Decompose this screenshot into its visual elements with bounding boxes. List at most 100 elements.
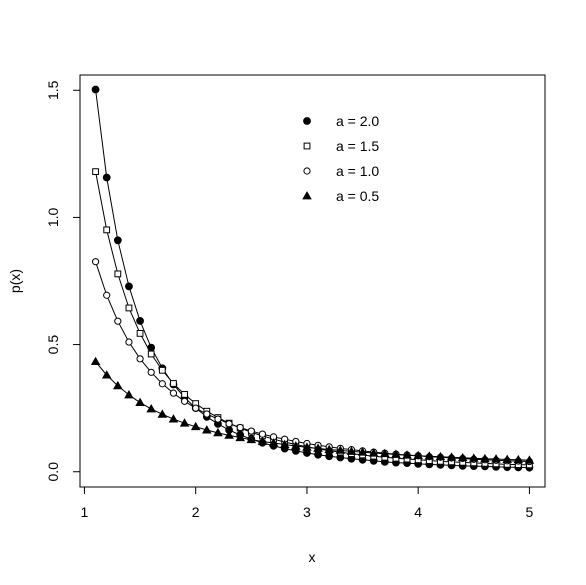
series-layer bbox=[90, 85, 535, 472]
y-tick-label: 0.5 bbox=[45, 335, 61, 355]
data-point bbox=[391, 449, 401, 458]
series-line bbox=[95, 171, 530, 466]
data-point bbox=[513, 454, 524, 464]
data-point bbox=[102, 173, 111, 182]
data-point bbox=[158, 366, 166, 374]
data-point bbox=[224, 430, 234, 439]
data-point bbox=[213, 427, 223, 437]
data-point bbox=[357, 447, 368, 456]
data-point bbox=[101, 370, 112, 379]
y-tick-label: 0.0 bbox=[45, 462, 61, 482]
data-point bbox=[524, 455, 535, 464]
legend-marker bbox=[303, 142, 311, 150]
x-tick-label: 5 bbox=[526, 504, 534, 520]
data-point bbox=[157, 409, 168, 418]
y-axis-label: p(x) bbox=[7, 269, 23, 293]
data-point bbox=[192, 404, 200, 412]
data-point bbox=[457, 452, 468, 462]
data-point bbox=[103, 226, 111, 234]
legend-marker bbox=[303, 117, 311, 125]
data-point bbox=[125, 338, 133, 346]
y-tick-label: 1.0 bbox=[45, 207, 61, 227]
data-point bbox=[202, 425, 212, 434]
data-point bbox=[258, 430, 267, 438]
y-tick-label: 1.5 bbox=[45, 80, 61, 100]
data-point bbox=[435, 451, 446, 461]
y-axis: 0.0 0.5 1.0 1.5 bbox=[45, 80, 80, 481]
data-point bbox=[136, 355, 144, 363]
series-line bbox=[95, 261, 530, 463]
data-point bbox=[313, 443, 323, 452]
data-point bbox=[179, 418, 190, 427]
data-point bbox=[147, 350, 155, 358]
data-point bbox=[235, 432, 245, 442]
series-line bbox=[95, 89, 530, 469]
data-point bbox=[214, 415, 222, 423]
legend-label: a = 1.5 bbox=[336, 138, 379, 154]
data-point bbox=[502, 454, 512, 463]
legend-label: a = 2.0 bbox=[336, 113, 379, 129]
data-point bbox=[302, 442, 312, 451]
data-point bbox=[203, 410, 211, 418]
data-point bbox=[170, 380, 177, 387]
data-point bbox=[491, 454, 501, 463]
series-3 bbox=[90, 356, 535, 464]
data-point bbox=[124, 390, 134, 399]
data-point bbox=[135, 397, 145, 406]
data-point bbox=[446, 452, 457, 461]
data-point bbox=[113, 236, 122, 245]
data-point bbox=[324, 444, 334, 454]
data-point bbox=[180, 397, 189, 405]
legend: a = 2.0 a = 1.5 a = 1.0 a = 0.5 bbox=[302, 113, 379, 204]
data-point bbox=[236, 423, 244, 432]
data-point bbox=[158, 380, 166, 388]
x-tick-label: 1 bbox=[81, 504, 89, 520]
data-point bbox=[125, 282, 133, 291]
x-axis: 1 2 3 4 5 bbox=[81, 487, 534, 520]
data-point bbox=[246, 434, 257, 444]
data-point bbox=[346, 446, 357, 455]
data-point bbox=[424, 451, 435, 460]
data-point bbox=[114, 270, 122, 278]
data-point bbox=[103, 291, 111, 299]
data-point bbox=[114, 317, 122, 325]
data-point bbox=[92, 168, 99, 176]
data-point bbox=[136, 317, 144, 325]
data-point bbox=[90, 356, 101, 366]
legend-marker bbox=[303, 167, 311, 175]
data-point bbox=[91, 85, 100, 94]
data-point bbox=[113, 380, 123, 390]
data-point bbox=[169, 389, 178, 397]
data-point bbox=[136, 330, 144, 337]
x-tick-label: 3 bbox=[303, 504, 311, 520]
data-point bbox=[291, 441, 301, 450]
series-0 bbox=[91, 85, 534, 472]
data-point bbox=[279, 439, 290, 448]
legend-label: a = 0.5 bbox=[336, 188, 379, 204]
data-point bbox=[314, 450, 322, 459]
data-point bbox=[125, 304, 133, 312]
data-point bbox=[469, 453, 479, 462]
data-point bbox=[146, 404, 156, 413]
x-tick-label: 2 bbox=[192, 504, 200, 520]
data-point bbox=[168, 414, 179, 423]
legend-marker bbox=[302, 191, 312, 200]
data-point bbox=[225, 420, 233, 428]
data-point bbox=[380, 448, 390, 458]
data-point bbox=[480, 453, 490, 463]
data-point bbox=[247, 427, 255, 435]
data-point bbox=[190, 421, 201, 431]
series-1 bbox=[92, 168, 533, 469]
data-point bbox=[368, 448, 379, 457]
data-point bbox=[268, 438, 279, 447]
series-line bbox=[95, 361, 530, 461]
plot-frame bbox=[79, 74, 546, 488]
data-point bbox=[335, 445, 346, 454]
data-point bbox=[91, 258, 100, 266]
data-point bbox=[147, 368, 155, 376]
x-tick-label: 4 bbox=[414, 504, 422, 520]
data-point bbox=[181, 391, 188, 398]
data-point bbox=[402, 450, 412, 459]
data-point bbox=[413, 450, 423, 460]
